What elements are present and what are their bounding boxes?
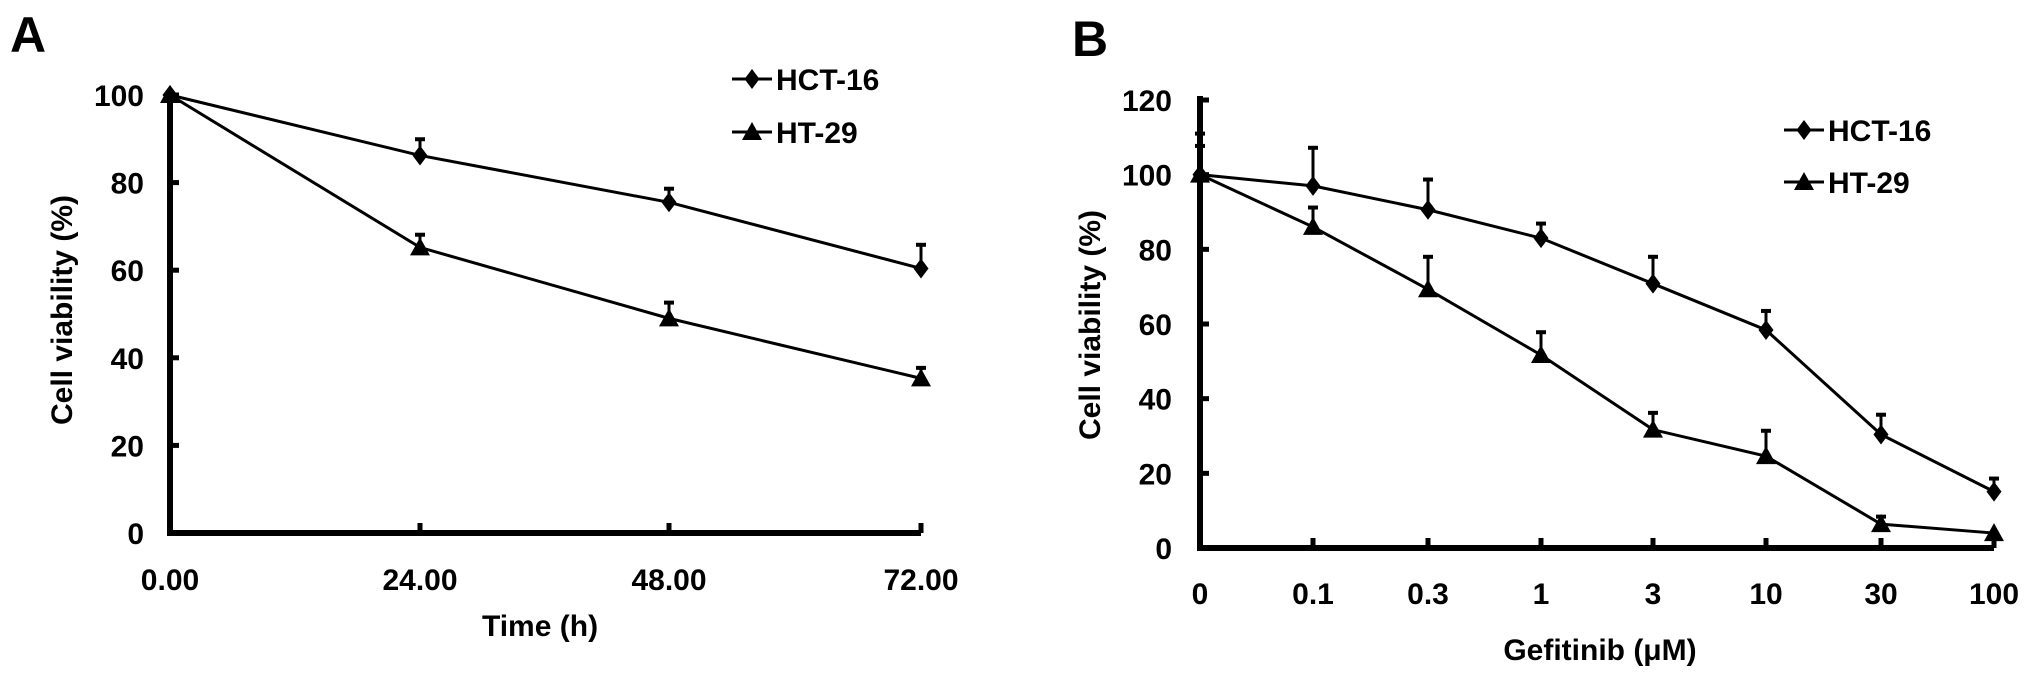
y-tick-label: 100 (1122, 160, 1172, 193)
series-line (169, 93, 922, 380)
data-point-triangle (1871, 514, 1891, 533)
y-tick-label: 0 (127, 518, 144, 551)
data-point-diamond (1873, 424, 1889, 445)
series-line (169, 93, 922, 270)
series-hct-16 (162, 85, 929, 279)
x-tick-label: 0.00 (141, 564, 199, 597)
y-tick-label: 40 (1139, 384, 1172, 417)
y-tick-label: 80 (1139, 234, 1172, 267)
panel-b-label: B (1072, 11, 1108, 67)
series-ht-29 (1190, 143, 2004, 542)
data-point-diamond (1986, 481, 2002, 502)
legend-label: HT-29 (776, 117, 858, 150)
x-tick-label: 100 (1969, 578, 2019, 611)
data-point-triangle (410, 237, 430, 256)
x-tick-label: 48.00 (631, 564, 706, 597)
legend-item-hct-16: HCT-16 (1784, 115, 1931, 148)
y-tick-label: 60 (1139, 309, 1172, 342)
legend-label: HCT-16 (1828, 115, 1931, 148)
series-line (1199, 173, 1995, 493)
series-line (1199, 173, 1995, 535)
y-tick-label: 20 (1139, 458, 1172, 491)
x-tick-label: 24.00 (382, 564, 457, 597)
legend-marker-triangle (742, 122, 762, 140)
data-point-triangle (911, 368, 931, 387)
data-point-triangle (1756, 446, 1776, 465)
data-point-diamond (913, 258, 929, 279)
panel-a-y-axis-title: Cell viability (%) (46, 195, 79, 425)
x-tick-label: 10 (1749, 578, 1782, 611)
legend-marker-diamond (1796, 120, 1812, 140)
x-tick-label: 0.3 (1407, 578, 1449, 611)
legend-marker-diamond (744, 69, 760, 89)
data-point-triangle (1643, 419, 1663, 438)
legend-label: HCT-16 (776, 64, 879, 97)
data-point-triangle (160, 85, 180, 103)
legend-item-ht-29: HT-29 (1784, 167, 1910, 200)
x-tick-label: 30 (1864, 578, 1897, 611)
data-point-triangle (1418, 279, 1438, 298)
data-point-triangle (1531, 344, 1551, 363)
y-tick-label: 60 (111, 255, 144, 288)
legend-marker-triangle (1794, 172, 1814, 190)
series-hct-16 (1192, 131, 2002, 502)
data-point-diamond (1758, 319, 1774, 340)
panel-b-x-axis-title: Gefitinib (μM) (1503, 634, 1696, 667)
data-point-triangle (659, 308, 679, 327)
data-point-triangle (1190, 164, 1210, 183)
x-tick-label: 1 (1533, 578, 1550, 611)
data-point-triangle (1303, 216, 1323, 235)
data-point-diamond (661, 192, 677, 213)
y-tick-label: 120 (1122, 85, 1172, 118)
legend-label: HT-29 (1828, 167, 1910, 200)
y-tick-label: 0 (1155, 533, 1172, 566)
panel-a: A Cell viability (%) Time (h) 0 20 40 60 80 1… (10, 7, 959, 643)
data-point-diamond (1420, 199, 1436, 220)
data-point-diamond (1533, 228, 1549, 249)
x-tick-label: 0.1 (1292, 578, 1334, 611)
y-tick-label: 100 (94, 80, 144, 113)
y-tick-label: 20 (111, 430, 144, 463)
panel-b: B Cell viability (%) Gefitinib (μM) 0 20 4… (1072, 11, 2019, 667)
y-tick-label: 80 (111, 168, 144, 201)
panel-a-label: A (10, 7, 46, 63)
series-ht-29 (160, 85, 931, 387)
data-point-diamond (1645, 273, 1661, 294)
legend-item-ht-29: HT-29 (732, 117, 858, 150)
y-tick-label: 40 (111, 343, 144, 376)
legend-item-hct-16: HCT-16 (732, 64, 879, 97)
panel-a-x-axis-title: Time (h) (482, 610, 598, 643)
panel-b-y-axis-title: Cell viability (%) (1074, 210, 1107, 440)
data-point-diamond (412, 145, 428, 166)
data-point-triangle (1984, 523, 2004, 542)
data-point-diamond (1305, 175, 1321, 196)
x-tick-label: 3 (1645, 578, 1662, 611)
x-tick-label: 72.00 (883, 564, 958, 597)
x-tick-label: 0 (1192, 578, 1209, 611)
